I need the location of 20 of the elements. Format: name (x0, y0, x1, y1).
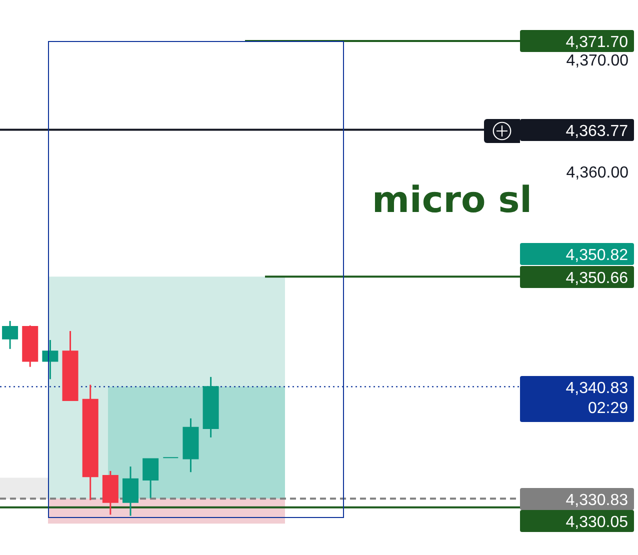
price-tag: 4,340.83 02:29 (520, 376, 634, 422)
price-tag: 4,350.82 (520, 243, 634, 265)
candlestick (2, 320, 18, 350)
ref-line-label: 4,330.83 (564, 490, 628, 511)
candlestick (142, 458, 159, 499)
ref-line-label: 4,371.70 (564, 32, 628, 53)
ref-line-label: 4,340.83 02:29 (564, 378, 628, 419)
price-tag: 4,363.77 (520, 118, 634, 141)
ref-line-label: 4,350.66 (564, 268, 628, 289)
price-tag: 4,330.83 (520, 488, 634, 510)
price-tag: 4,330.05 (520, 510, 634, 532)
annotation: micro sl (372, 180, 532, 221)
candlestick (122, 466, 138, 517)
price-tag: 4,350.66 (520, 266, 634, 288)
ref-line-label: 4,330.05 (564, 512, 628, 533)
y-tick-label: 4,360.00 (566, 164, 629, 182)
ref-line-label: 4,363.77 (564, 122, 628, 142)
candlestick (42, 339, 58, 380)
y-tick-label: 4,370.00 (566, 52, 629, 70)
price-tag: 4,371.70 (520, 30, 634, 52)
